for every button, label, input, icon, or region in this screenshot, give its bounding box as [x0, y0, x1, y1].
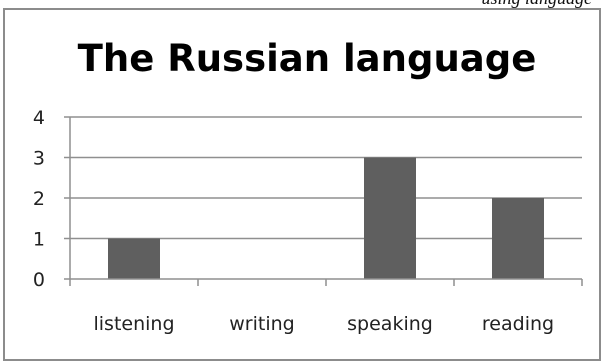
y-tick-label: 3 — [33, 148, 45, 170]
bars-layer — [108, 157, 544, 279]
y-tick-label: 1 — [33, 229, 45, 251]
y-tick-label: 0 — [33, 269, 45, 291]
y-tick-label: 4 — [33, 107, 45, 129]
cropped-header-strip: using language — [0, 0, 606, 8]
bar-listening — [108, 238, 160, 279]
x-category-label: speaking — [347, 313, 433, 335]
x-category-label: listening — [93, 313, 174, 335]
cropped-header-text: using language — [482, 0, 593, 8]
axis-layer — [64, 116, 583, 286]
chart-title: The Russian language — [78, 37, 537, 80]
y-tick-label: 2 — [33, 188, 45, 210]
bar-reading — [492, 198, 544, 279]
bar-speaking — [364, 157, 416, 279]
labels-layer: 0 1 2 3 4 listening writing speaking reading — [33, 107, 554, 335]
x-category-label: writing — [229, 313, 294, 335]
x-category-label: reading — [482, 313, 554, 335]
chart-frame — [3, 8, 601, 361]
